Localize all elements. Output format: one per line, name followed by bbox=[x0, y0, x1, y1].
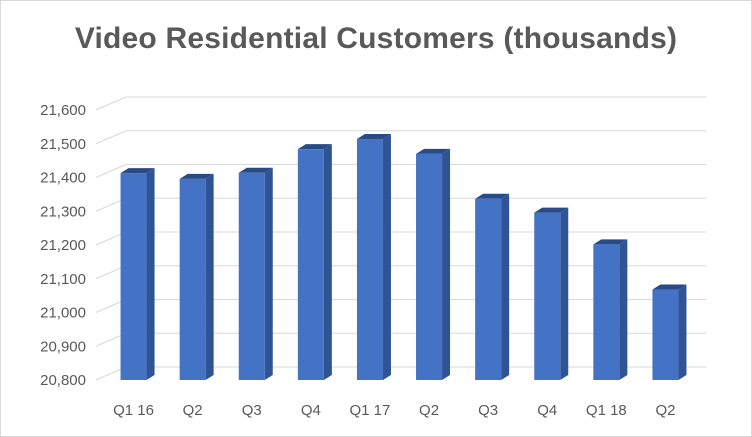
x-tick-label: Q1 17 bbox=[350, 402, 391, 419]
x-tick-label: Q1 18 bbox=[586, 402, 627, 419]
y-tick-label: 21,500 bbox=[40, 136, 86, 153]
bar-side bbox=[323, 144, 332, 380]
x-tick-label: Q2 bbox=[183, 402, 203, 419]
x-tick-label: Q3 bbox=[478, 402, 498, 419]
bar-side bbox=[501, 193, 510, 380]
bar-side bbox=[205, 173, 214, 380]
x-tick-label: Q4 bbox=[537, 402, 557, 419]
bar-top bbox=[356, 134, 391, 140]
bar-top bbox=[534, 207, 569, 213]
bar bbox=[416, 153, 443, 380]
x-tick-label: Q3 bbox=[242, 402, 262, 419]
y-tick-label: 20,800 bbox=[40, 372, 86, 389]
bar-top bbox=[297, 144, 332, 150]
bar-side bbox=[442, 148, 451, 380]
bar-side bbox=[560, 207, 569, 380]
bar-top bbox=[475, 193, 510, 199]
y-tick-label: 20,900 bbox=[40, 338, 86, 355]
bar bbox=[652, 289, 679, 380]
bar-top bbox=[120, 168, 155, 174]
gridline-side bbox=[95, 164, 127, 178]
bar-side bbox=[146, 168, 155, 380]
gridline-side bbox=[95, 96, 127, 111]
bar bbox=[534, 212, 561, 380]
bar bbox=[475, 198, 502, 380]
bar bbox=[120, 173, 147, 380]
bar bbox=[297, 149, 324, 380]
y-tick-label: 21,000 bbox=[40, 305, 86, 322]
bar bbox=[593, 244, 620, 380]
bar-side bbox=[382, 134, 391, 380]
x-tick-label: Q2 bbox=[655, 402, 675, 419]
bar bbox=[179, 178, 206, 380]
x-tick-label: Q4 bbox=[301, 402, 321, 419]
bar bbox=[356, 139, 383, 380]
x-tick-label: Q1 16 bbox=[113, 402, 154, 419]
bar-top bbox=[416, 148, 451, 154]
gridline-side bbox=[95, 130, 127, 145]
y-tick-label: 21,100 bbox=[40, 271, 86, 288]
y-tick-label: 21,300 bbox=[40, 203, 86, 220]
bar-side bbox=[264, 167, 273, 380]
bar-top bbox=[593, 239, 628, 245]
bar-top bbox=[652, 284, 687, 290]
bar bbox=[238, 172, 265, 380]
x-tick-label: Q2 bbox=[419, 402, 439, 419]
bar-side bbox=[678, 284, 687, 380]
y-tick-label: 21,600 bbox=[40, 102, 86, 119]
bar-top bbox=[179, 173, 214, 179]
y-tick-label: 21,200 bbox=[40, 237, 86, 254]
chart-title: Video Residential Customers (thousands) bbox=[74, 22, 678, 55]
bar-side bbox=[619, 239, 628, 380]
bar-top bbox=[238, 167, 273, 173]
y-tick-label: 21,400 bbox=[40, 170, 86, 187]
